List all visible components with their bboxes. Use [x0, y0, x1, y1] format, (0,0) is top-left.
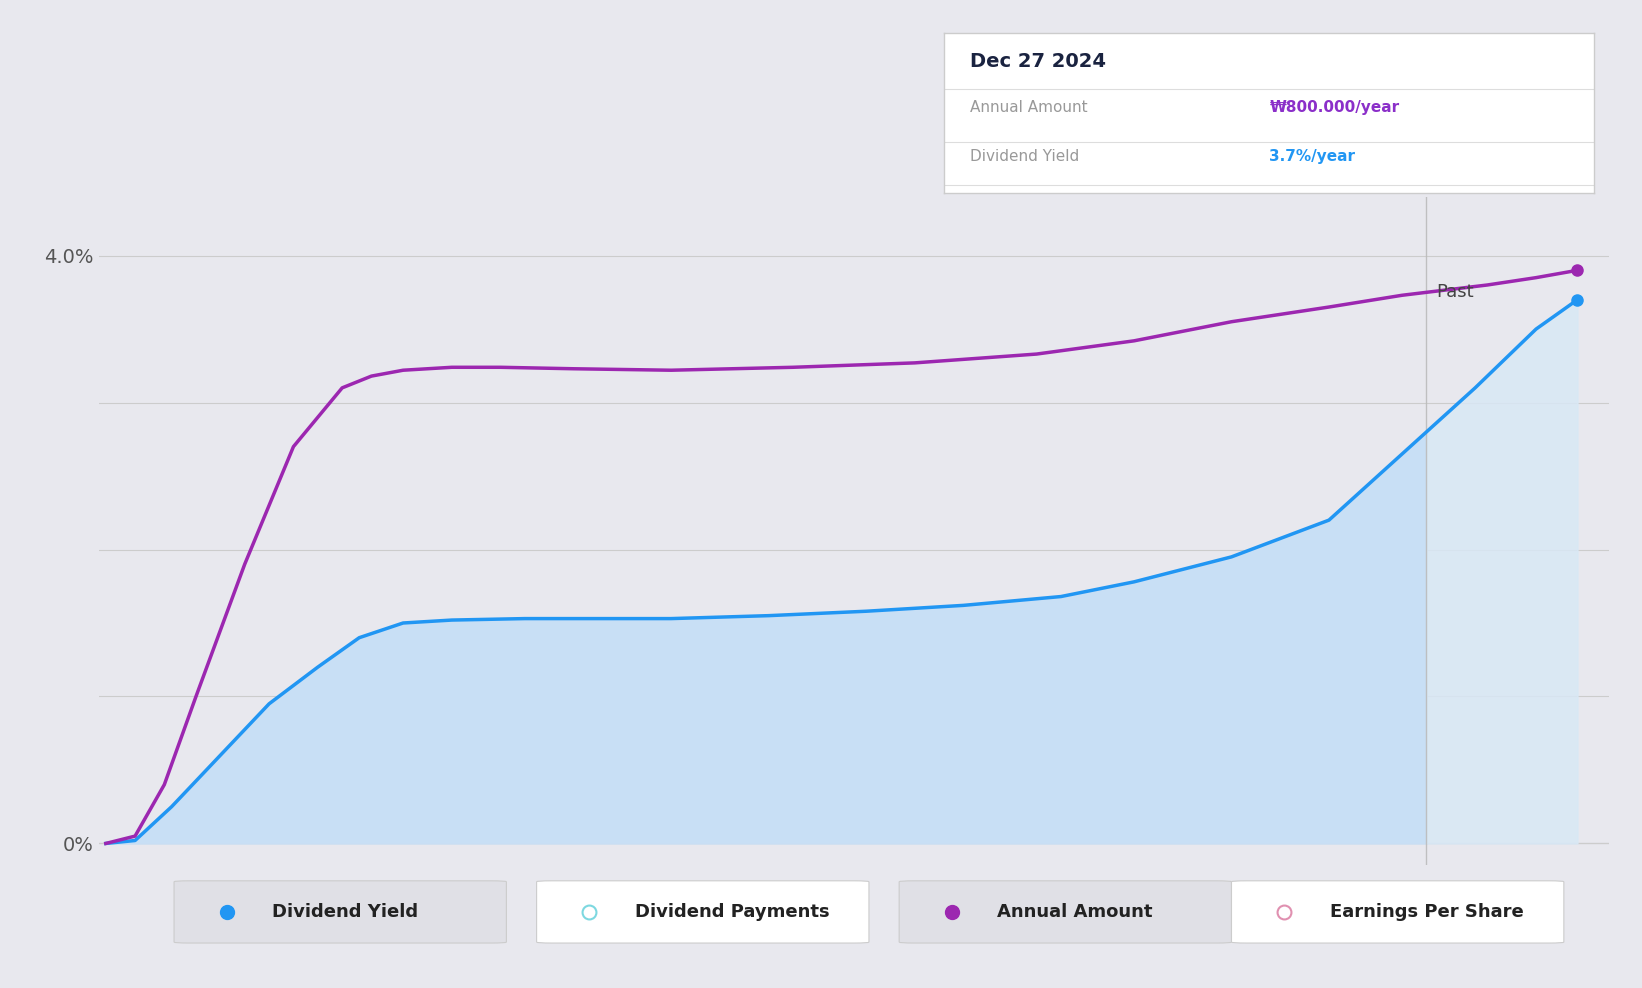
FancyBboxPatch shape [174, 881, 506, 943]
FancyBboxPatch shape [1232, 881, 1563, 943]
FancyBboxPatch shape [900, 881, 1232, 943]
Text: Earnings Per Share: Earnings Per Share [1330, 903, 1524, 921]
FancyBboxPatch shape [537, 881, 869, 943]
Text: Dividend Yield: Dividend Yield [273, 903, 419, 921]
Text: Dividend Payments: Dividend Payments [635, 903, 829, 921]
Text: Annual Amount: Annual Amount [997, 903, 1153, 921]
Text: Past: Past [1437, 283, 1475, 300]
